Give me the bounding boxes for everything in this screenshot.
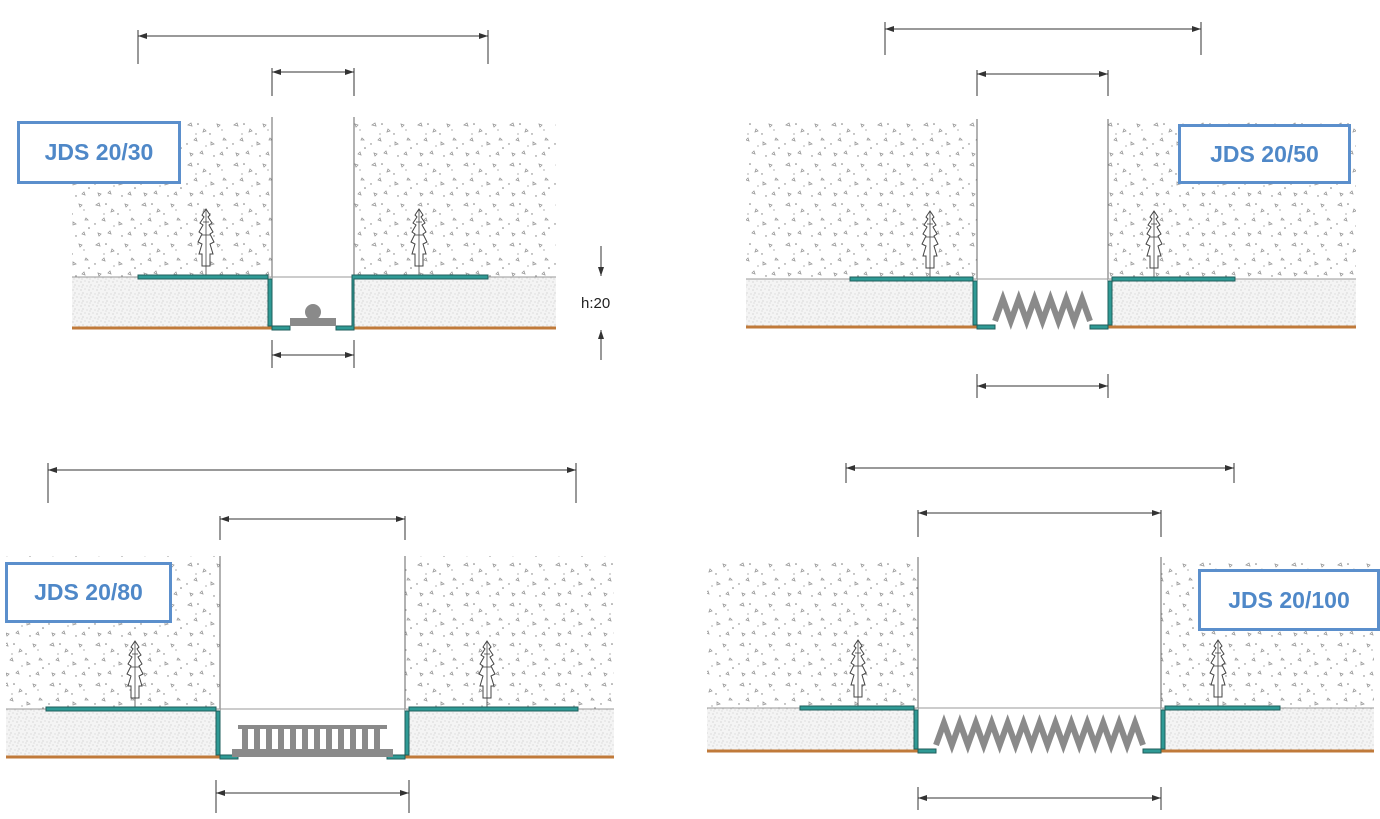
undefined-arrow-right xyxy=(396,516,405,522)
undefined-arrow-right xyxy=(345,352,354,358)
undefined-arrow-left xyxy=(138,33,147,39)
joint-detail-1 xyxy=(72,30,556,368)
undefined-arrow-left xyxy=(272,69,281,75)
undefined-arrow-left xyxy=(918,795,927,801)
profile-left xyxy=(799,705,937,754)
seal-rib xyxy=(290,727,296,749)
screed-right xyxy=(354,277,556,328)
detail-label-jds-20-80: JDS 20/80 xyxy=(5,562,172,623)
concrete-left xyxy=(746,119,977,279)
concrete-right xyxy=(354,117,556,277)
detail-label-jds-20-50: JDS 20/50 xyxy=(1178,124,1351,184)
profile-right xyxy=(386,706,579,760)
seal-base xyxy=(290,318,336,326)
undefined-arrow-left xyxy=(220,516,229,522)
seal-zigzag xyxy=(933,714,1146,754)
undefined-arrow-right xyxy=(1152,795,1161,801)
screed-left xyxy=(72,277,272,328)
profile-right xyxy=(1142,705,1281,754)
concrete-left xyxy=(707,557,918,708)
seal-bead xyxy=(305,304,321,320)
undefined-arrow-left xyxy=(977,383,986,389)
profile-left xyxy=(45,706,239,760)
undefined-arrow-right xyxy=(479,33,488,39)
seal-rib xyxy=(326,727,332,749)
joint-detail-3 xyxy=(6,463,614,813)
undefined-arrow-left xyxy=(48,467,57,473)
seal-rib xyxy=(302,727,308,749)
undefined-arrow-left xyxy=(272,352,281,358)
seal-rib xyxy=(362,727,368,749)
seal-rib xyxy=(254,727,260,749)
undefined-arrow-right xyxy=(1152,510,1161,516)
undefined-arrow-left xyxy=(885,26,894,32)
dim-h-arrow-bottom xyxy=(598,330,604,339)
seal-rib xyxy=(266,727,272,749)
detail-label-jds-20-30: JDS 20/30 xyxy=(17,121,181,184)
screed-right xyxy=(1161,708,1374,751)
seal-rib xyxy=(242,727,248,749)
undefined-arrow-left xyxy=(846,465,855,471)
concrete-right xyxy=(405,556,614,709)
screed-right xyxy=(405,709,614,757)
screed-right xyxy=(1108,279,1356,327)
joint-detail-2 xyxy=(746,22,1356,398)
profile-right xyxy=(1089,276,1236,330)
undefined-arrow-right xyxy=(345,69,354,75)
undefined-arrow-right xyxy=(1099,71,1108,77)
screed-left xyxy=(707,708,918,751)
seal-top xyxy=(238,725,387,729)
screed-left xyxy=(6,709,220,757)
undefined-arrow-right xyxy=(1225,465,1234,471)
seal-rib xyxy=(374,727,380,749)
dim-h-text: h:20 xyxy=(581,295,610,312)
seal-rib xyxy=(338,727,344,749)
dim-h-arrow-top xyxy=(598,267,604,276)
detail-label-jds-20-100: JDS 20/100 xyxy=(1198,569,1380,631)
dim-h: h:20 xyxy=(581,246,610,360)
seal-rib xyxy=(350,727,356,749)
seal-rib xyxy=(314,727,320,749)
undefined-arrow-right xyxy=(1192,26,1201,32)
seal-zigzag xyxy=(992,290,1093,330)
undefined-arrow-right xyxy=(567,467,576,473)
undefined-arrow-left xyxy=(216,790,225,796)
undefined-arrow-right xyxy=(1099,383,1108,389)
joint-detail-4 xyxy=(707,463,1374,810)
screed-left xyxy=(746,279,977,327)
undefined-arrow-left xyxy=(977,71,986,77)
seal-rib xyxy=(278,727,284,749)
profile-right xyxy=(335,274,489,331)
seal-base xyxy=(232,749,393,757)
profile-left xyxy=(137,274,291,331)
undefined-arrow-right xyxy=(400,790,409,796)
profile-left xyxy=(849,276,996,330)
undefined-arrow-left xyxy=(918,510,927,516)
